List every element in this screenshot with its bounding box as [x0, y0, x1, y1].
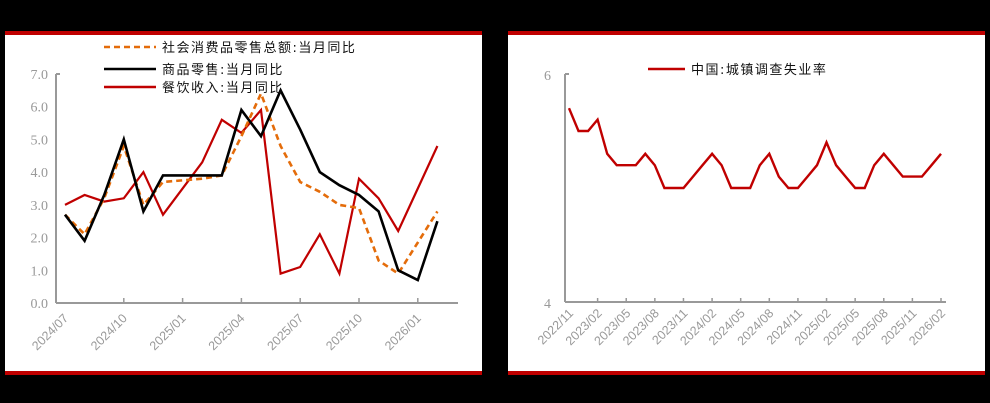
- y-tick-label: 5.0: [31, 133, 49, 148]
- x-tick-label: 2024/07: [29, 311, 71, 353]
- legend-label: 中国:城镇调查失业率: [691, 62, 827, 78]
- y-tick-label: 4: [544, 297, 551, 312]
- x-tick-label: 2025/10: [323, 311, 365, 353]
- retail-sales-chart: 0.0 1.0 2.0 3.0 4.0 5.0 6.0 7.0 2024/07 2024/10 20…: [29, 40, 458, 353]
- series-line: [64, 90, 439, 276]
- y-tick-label: 1.0: [31, 264, 49, 279]
- x-tick-label: 2024/10: [88, 311, 130, 353]
- x-tick-label: 2025/07: [264, 311, 306, 353]
- legend-label: 商品零售:当月同比: [162, 62, 284, 78]
- unemployment-chart-panel: 6 4 2022/11 2023/02 2023/05 2023/08 2023/11 202…: [508, 31, 985, 375]
- retail-sales-chart-panel: 0.0 1.0 2.0 3.0 4.0 5.0 6.0 7.0 2024/07 2024/10 20…: [5, 31, 482, 375]
- unemployment-chart: 642022/112023/022023/052023/082023/11202…: [535, 62, 948, 348]
- x-tick-label: 2025/01: [147, 311, 189, 353]
- y-tick-label: 7.0: [31, 68, 49, 83]
- y-tick-label: 3.0: [31, 199, 49, 214]
- legend-label: 餐饮收入:当月同比: [162, 80, 284, 96]
- x-tick-label: 2025/04: [206, 311, 248, 353]
- y-tick-label: 2.0: [31, 232, 49, 247]
- y-tick-label: 6: [544, 69, 551, 84]
- series-line: [567, 107, 942, 190]
- series-line: [63, 87, 439, 282]
- series-line: [64, 107, 439, 277]
- legend-label: 社会消费品零售总额:当月同比: [162, 40, 356, 56]
- y-tick-label: 6.0: [31, 101, 49, 116]
- y-tick-label: 0.0: [31, 297, 49, 312]
- y-tick-label: 4.0: [31, 166, 49, 181]
- x-tick-label: 2026/01: [382, 311, 424, 353]
